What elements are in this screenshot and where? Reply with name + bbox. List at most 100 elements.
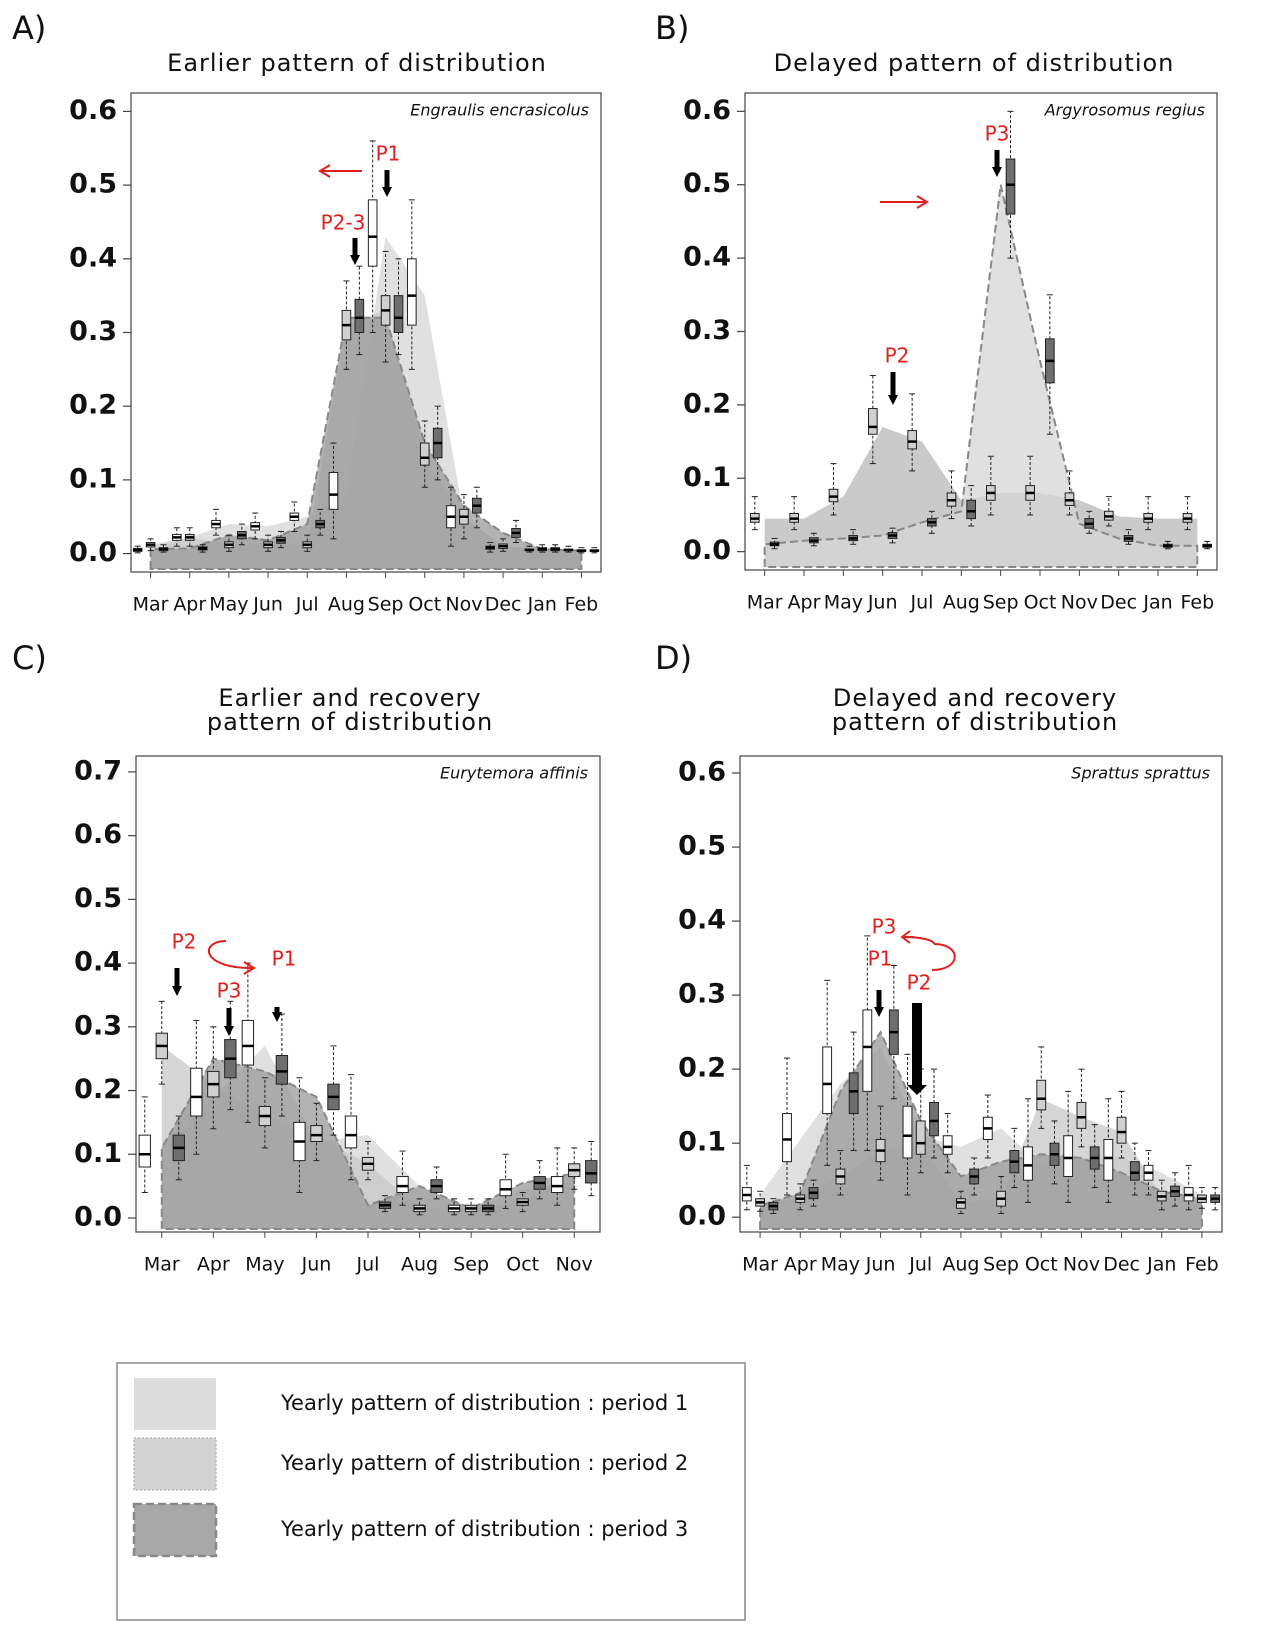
annotation: P3 (985, 122, 1010, 146)
x-tick-label: Dec (1103, 1254, 1140, 1276)
arrow (172, 968, 182, 996)
panel-label: D) (655, 639, 692, 677)
y-tick-label: 0.3 (69, 316, 117, 347)
annotation: P2 (907, 971, 932, 995)
species-label: Sprattus sprattus (1071, 764, 1210, 783)
y-tick-label: 0.1 (69, 463, 117, 494)
box (551, 1176, 564, 1193)
x-tick-label: Mar (144, 1254, 180, 1276)
y-tick-label: 0.0 (74, 1201, 122, 1232)
box (915, 1120, 926, 1155)
y-tick-label: 0.3 (74, 1010, 122, 1041)
annotation: P2 (172, 930, 197, 954)
box (1103, 1138, 1114, 1181)
arrow (272, 1007, 282, 1022)
x-tick-label: Jun (252, 594, 283, 616)
x-tick-label: Apr (173, 594, 206, 616)
x-tick-label: Jul (356, 1254, 380, 1276)
y-tick-label: 0.5 (683, 168, 731, 199)
panel: A) Earlier pattern of distribution Engraul… (12, 9, 602, 616)
chart-title: pattern of distribution (832, 708, 1118, 736)
box (822, 1046, 833, 1115)
box (419, 442, 430, 466)
shift-arrow (900, 930, 956, 971)
shift-arrow (880, 195, 929, 209)
y-tick-label: 0.5 (74, 883, 122, 914)
arrow (992, 150, 1002, 177)
x-tick-label: Sep (453, 1254, 489, 1276)
shift-arrow (318, 164, 362, 178)
arrow (224, 1008, 234, 1036)
panel-label: B) (655, 9, 689, 47)
y-tick-label: 0.1 (678, 1127, 726, 1158)
arrow (382, 170, 392, 197)
box (862, 1009, 873, 1092)
legend-swatch (132, 1502, 218, 1558)
y-tick-label: 0.6 (69, 95, 117, 126)
box (868, 408, 878, 435)
y-tick-label: 0.2 (683, 388, 731, 419)
x-tick-label: Nov (1061, 592, 1098, 614)
annotation: P1 (868, 947, 893, 971)
y-tick-label: 0.0 (69, 537, 117, 568)
x-tick-label: Oct (1025, 1254, 1058, 1276)
box (1023, 1146, 1033, 1181)
legend-label: Yearly pattern of distribution : period … (280, 1391, 688, 1415)
x-tick-label: Dec (1100, 592, 1137, 614)
box (138, 1134, 151, 1168)
box (393, 295, 404, 333)
box (929, 1101, 939, 1137)
box (1116, 1116, 1127, 1144)
x-tick-label: Jan (1142, 592, 1172, 614)
y-tick-label: 0.5 (678, 831, 726, 862)
box (1076, 1101, 1087, 1129)
box (907, 430, 917, 450)
chart-title: Earlier and recovery (218, 684, 481, 712)
annotation: P3 (217, 979, 242, 1003)
y-tick-label: 0.6 (678, 757, 726, 788)
x-tick-label: Jul (908, 1254, 932, 1276)
arrow (907, 1003, 927, 1095)
box (367, 199, 378, 267)
panel: B) Delayed pattern of distribution Argyros… (655, 9, 1218, 614)
y-tick-label: 0.4 (678, 905, 726, 936)
box (902, 1105, 913, 1159)
y-tick-label: 0.0 (678, 1201, 726, 1232)
box (344, 1115, 358, 1149)
x-tick-label: May (824, 592, 863, 614)
box (396, 1176, 409, 1193)
x-tick-label: May (209, 594, 248, 616)
box (1005, 158, 1016, 215)
x-tick-label: Jun (301, 1254, 332, 1276)
box (241, 1019, 255, 1066)
species-label: Eurytemora affinis (440, 764, 588, 783)
shift-arrow (208, 940, 256, 975)
x-tick-label: Jun (865, 1254, 896, 1276)
x-tick-label: Sep (983, 592, 1019, 614)
legend-box (116, 1362, 746, 1621)
box (1036, 1079, 1047, 1111)
x-tick-label: Nov (445, 594, 482, 616)
arrow (350, 238, 360, 265)
box (942, 1135, 953, 1155)
box (782, 1113, 792, 1163)
legend-label: Yearly pattern of distribution : period … (280, 1517, 688, 1541)
y-tick-label: 0.7 (74, 755, 122, 786)
x-tick-label: Apr (788, 592, 821, 614)
x-tick-label: May (821, 1254, 860, 1276)
x-tick-label: Oct (1024, 592, 1057, 614)
y-tick-label: 0.1 (683, 462, 731, 493)
area (149, 316, 583, 570)
chart-title: pattern of distribution (207, 708, 493, 736)
x-tick-label: Jul (910, 592, 934, 614)
legend-swatch (134, 1378, 216, 1430)
x-tick-label: Nov (1063, 1254, 1100, 1276)
box (190, 1067, 203, 1117)
box (1063, 1135, 1074, 1177)
box (499, 1179, 512, 1197)
chart-title: Delayed and recovery (833, 684, 1117, 712)
x-tick-label: May (245, 1254, 284, 1276)
